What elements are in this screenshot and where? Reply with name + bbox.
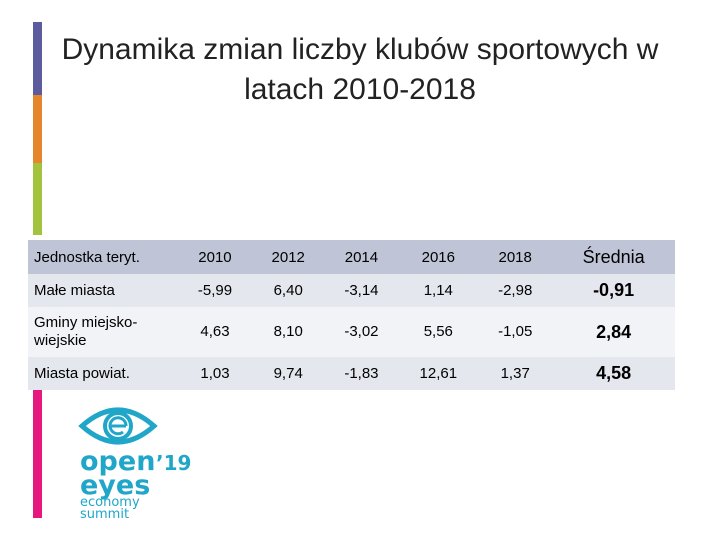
table-cell: -5,99 [178, 274, 252, 307]
slide-title: Dynamika zmian liczby klubów sportowych … [61, 33, 659, 106]
row-label: Miasta powiat. [28, 357, 178, 390]
table-cell: 8,10 [251, 307, 325, 357]
eye-icon [78, 407, 158, 445]
header-cell: 2012 [251, 240, 325, 274]
table-cell: 12,61 [398, 357, 479, 390]
row-label: Gminy miejsko-wiejskie [28, 307, 178, 357]
header-cell: 2014 [324, 240, 399, 274]
average-cell: -0,91 [552, 274, 675, 307]
accent-bar-orange [33, 95, 42, 163]
logo-word-economy: economy [80, 495, 140, 510]
header-cell: 2016 [398, 240, 479, 274]
accent-bar-green [33, 163, 42, 235]
logo-word-open: open [80, 446, 155, 477]
header-cell: Średnia [552, 240, 675, 274]
logo-word-eyes: eyes [80, 470, 150, 501]
average-cell: 4,58 [552, 357, 675, 390]
table-cell: 1,03 [178, 357, 252, 390]
table-cell: 6,40 [251, 274, 325, 307]
table-row: Miasta powiat. 1,03 9,74 -1,83 12,61 1,3… [28, 357, 675, 390]
logo-word-summit: summit [80, 507, 129, 520]
accent-bar-purple [33, 22, 42, 95]
header-cell: Jednostka teryt. [28, 240, 178, 274]
accent-bar-magenta [33, 380, 42, 518]
table-row: Małe miasta -5,99 6,40 -3,14 1,14 -2,98 … [28, 274, 675, 307]
table-cell: 9,74 [251, 357, 325, 390]
row-label: Małe miasta [28, 274, 178, 307]
table-header-row: Jednostka teryt. 2010 2012 2014 2016 201… [28, 240, 675, 274]
table-row: Gminy miejsko-wiejskie 4,63 8,10 -3,02 5… [28, 307, 675, 357]
header-cell: 2018 [478, 240, 553, 274]
table-cell: -3,02 [324, 307, 399, 357]
table-cell: -3,14 [324, 274, 399, 307]
table-cell: -2,98 [478, 274, 553, 307]
table-cell: 4,63 [178, 307, 252, 357]
average-cell: 2,84 [552, 307, 675, 357]
open-eyes-logo: open ’19 eyes economy summit [78, 407, 191, 520]
table-cell: -1,83 [324, 357, 399, 390]
table-cell: 1,14 [398, 274, 479, 307]
header-cell: 2010 [178, 240, 252, 274]
table-cell: 1,37 [478, 357, 553, 390]
table-cell: 5,56 [398, 307, 479, 357]
logo-year: ’19 [156, 451, 191, 475]
data-table: Jednostka teryt. 2010 2012 2014 2016 201… [28, 240, 675, 390]
table-cell: -1,05 [478, 307, 553, 357]
